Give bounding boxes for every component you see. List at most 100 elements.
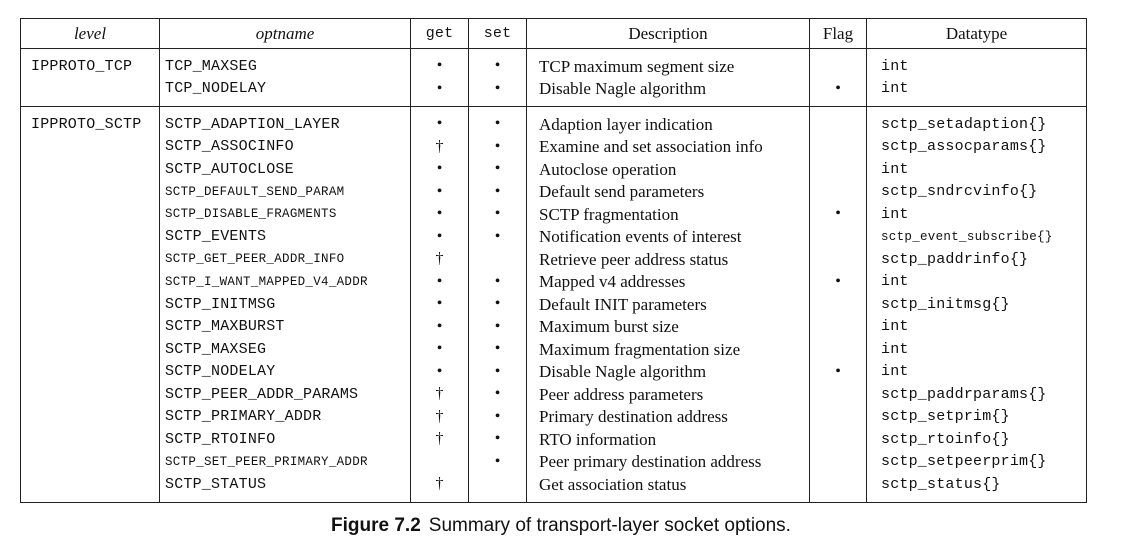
cell-set xyxy=(468,473,527,502)
cell-get: • xyxy=(410,270,469,293)
cell-flag: • xyxy=(809,270,867,293)
header-optname: optname xyxy=(159,18,411,49)
cell-flag xyxy=(809,315,867,338)
cell-optname: TCP_NODELAY xyxy=(159,77,411,107)
cell-set: • xyxy=(468,405,527,428)
cell-set: • xyxy=(468,428,527,451)
figure-caption-text: Summary of transport-layer socket option… xyxy=(428,515,791,536)
header-datatype: Datatype xyxy=(866,18,1087,49)
cell-level xyxy=(21,293,160,316)
cell-level xyxy=(21,451,160,474)
cell-description: Get association status xyxy=(526,473,810,502)
cell-datatype: sctp_sndrcvinfo{} xyxy=(866,180,1087,203)
cell-description: TCP maximum segment size xyxy=(526,48,810,78)
cell-get: • xyxy=(410,315,469,338)
cell-get: • xyxy=(410,225,469,248)
cell-set: • xyxy=(468,48,527,78)
cell-description: Disable Nagle algorithm xyxy=(526,360,810,383)
cell-flag xyxy=(809,405,867,428)
cell-level xyxy=(21,383,160,406)
cell-flag: • xyxy=(809,77,867,107)
table-row: SCTP_DEFAULT_SEND_PARAM • • Default send pa… xyxy=(21,180,1087,204)
table-row: TCP_NODELAY • • Disable Nagle algorithm • int xyxy=(21,77,1087,107)
cell-datatype: sctp_initmsg{} xyxy=(866,293,1087,316)
table-row: SCTP_PRIMARY_ADDR † • Primary destination a… xyxy=(21,405,1087,428)
table-row: SCTP_NODELAY • • Disable Nagle algorithm • in… xyxy=(21,360,1087,383)
cell-flag xyxy=(809,225,867,248)
cell-optname: SCTP_PEER_ADDR_PARAMS xyxy=(159,383,411,406)
table-row: SCTP_MAXSEG • • Maximum fragmentation size i… xyxy=(21,338,1087,361)
cell-flag xyxy=(809,450,867,473)
cell-description: Maximum burst size xyxy=(526,315,810,338)
cell-level xyxy=(21,316,160,339)
cell-datatype: int xyxy=(866,338,1087,361)
cell-get: • xyxy=(410,338,469,361)
table-row: IPPROTO_SCTP SCTP_ADAPTION_LAYER • • Adaptio… xyxy=(20,106,1087,136)
cell-optname: SCTP_I_WANT_MAPPED_V4_ADDR xyxy=(159,270,411,293)
cell-set: • xyxy=(468,106,527,136)
cell-description: Default INIT parameters xyxy=(526,293,810,316)
cell-get xyxy=(410,450,469,473)
cell-description: Disable Nagle algorithm xyxy=(526,77,810,107)
socket-options-table-wrapper: level optname get set Description Flag D… xyxy=(20,18,1087,503)
table-row: SCTP_EVENTS • • Notification events of inte… xyxy=(21,225,1087,248)
cell-get: • xyxy=(410,360,469,383)
cell-set: • xyxy=(468,293,527,316)
cell-flag xyxy=(809,293,867,316)
cell-optname: SCTP_PRIMARY_ADDR xyxy=(159,405,411,428)
cell-datatype: int xyxy=(866,77,1087,107)
cell-datatype: int xyxy=(866,48,1087,78)
cell-optname: SCTP_RTOINFO xyxy=(159,428,411,451)
cell-flag xyxy=(809,158,867,181)
cell-optname: SCTP_SET_PEER_PRIMARY_ADDR xyxy=(159,450,411,473)
cell-get: • xyxy=(410,158,469,181)
cell-level: IPPROTO_SCTP xyxy=(20,106,160,136)
cell-optname: SCTP_GET_PEER_ADDR_INFO xyxy=(159,248,411,271)
cell-set: • xyxy=(468,135,527,158)
header-flag: Flag xyxy=(809,18,867,49)
header-row: level optname get set Description Flag D… xyxy=(20,18,1087,49)
cell-optname: SCTP_DEFAULT_SEND_PARAM xyxy=(159,180,411,203)
cell-optname: TCP_MAXSEG xyxy=(159,48,411,78)
table-row: SCTP_ASSOCINFO † • Examine and set associat… xyxy=(21,135,1087,158)
cell-level xyxy=(21,181,160,204)
cell-get: † xyxy=(410,383,469,406)
cell-datatype: int xyxy=(866,203,1087,226)
cell-datatype: int xyxy=(866,270,1087,293)
cell-optname: SCTP_AUTOCLOSE xyxy=(159,158,411,181)
cell-level xyxy=(21,428,160,451)
cell-level: IPPROTO_TCP xyxy=(31,57,133,75)
cell-get: • xyxy=(410,293,469,316)
cell-get: • xyxy=(410,180,469,203)
table-row: SCTP_STATUS † Get association status sctp_s… xyxy=(21,473,1087,502)
cell-flag xyxy=(809,248,867,271)
cell-optname: SCTP_NODELAY xyxy=(159,360,411,383)
cell-set: • xyxy=(468,338,527,361)
cell-flag xyxy=(809,180,867,203)
cell-level xyxy=(21,248,160,271)
cell-optname: SCTP_ASSOCINFO xyxy=(159,135,411,158)
cell-flag xyxy=(809,473,867,502)
cell-level xyxy=(21,473,160,502)
cell-datatype: sctp_paddrinfo{} xyxy=(866,248,1087,271)
cell-datatype: int xyxy=(866,158,1087,181)
cell-optname: SCTP_DISABLE_FRAGMENTS xyxy=(159,203,411,226)
cell-description: Retrieve peer address status xyxy=(526,248,810,271)
cell-optname: SCTP_EVENTS xyxy=(159,225,411,248)
table-body: IPPROTO_TCP TCP_MAXSEG • • TCP maximum segme… xyxy=(20,48,1087,502)
cell-description: SCTP fragmentation xyxy=(526,203,810,226)
cell-get: • xyxy=(410,106,469,136)
cell-description: Primary destination address xyxy=(526,405,810,428)
cell-description: Peer primary destination address xyxy=(526,450,810,473)
table-row: SCTP_RTOINFO † • RTO information sctp_rtoinf… xyxy=(21,428,1087,451)
cell-flag: • xyxy=(809,360,867,383)
figure-caption: Figure 7.2 Summary of transport-layer soc… xyxy=(0,515,1122,537)
cell-get: • xyxy=(410,48,469,78)
cell-set: • xyxy=(468,180,527,203)
cell-set: • xyxy=(468,360,527,383)
cell-description: Autoclose operation xyxy=(526,158,810,181)
cell-get: † xyxy=(410,405,469,428)
cell-optname: SCTP_ADAPTION_LAYER xyxy=(159,106,411,136)
cell-set: • xyxy=(468,383,527,406)
cell-set xyxy=(468,248,527,271)
